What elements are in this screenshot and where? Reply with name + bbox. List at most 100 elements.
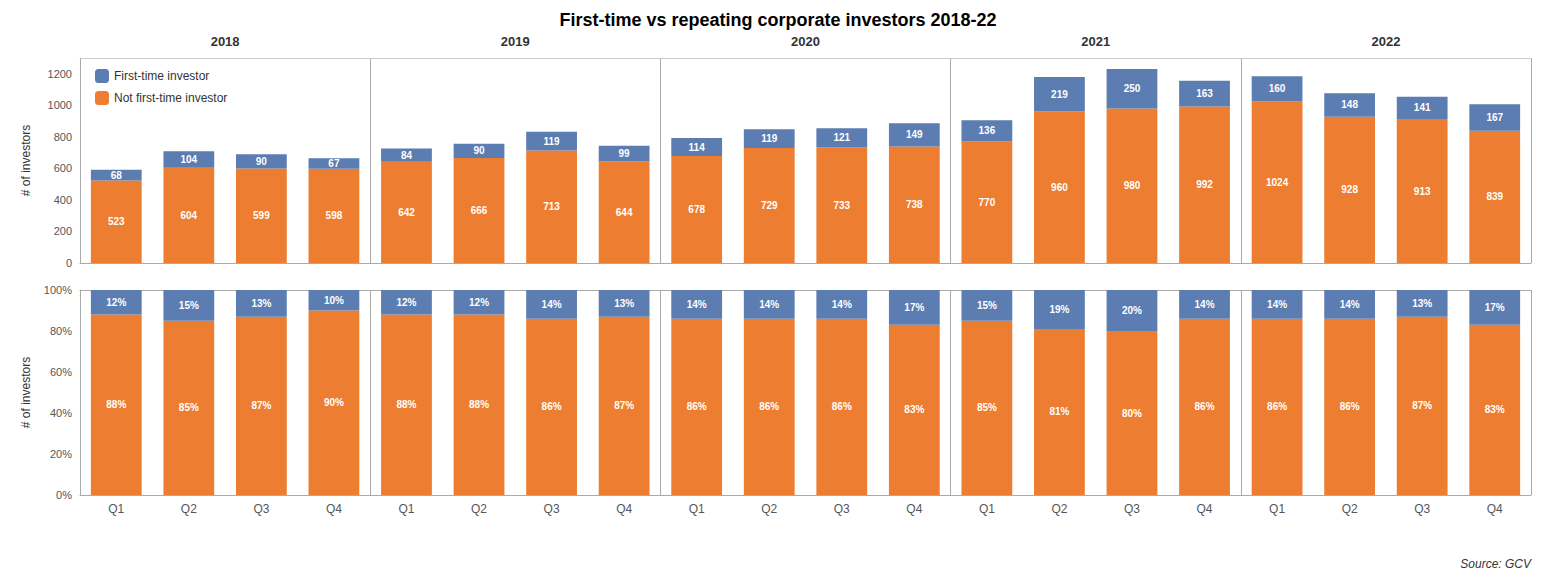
svg-text:114: 114 — [689, 142, 706, 153]
svg-text:14%: 14% — [1195, 299, 1215, 310]
svg-text:400: 400 — [54, 194, 72, 206]
svg-text:87%: 87% — [1412, 400, 1432, 411]
svg-text:Q2: Q2 — [1051, 502, 1067, 516]
svg-text:90: 90 — [473, 145, 485, 156]
svg-text:85%: 85% — [977, 402, 997, 413]
svg-text:12%: 12% — [396, 297, 416, 308]
svg-text:90%: 90% — [324, 397, 344, 408]
svg-text:160: 160 — [1269, 83, 1286, 94]
svg-text:First-time vs repeating corpor: First-time vs repeating corporate invest… — [559, 10, 996, 30]
svg-text:104: 104 — [180, 154, 197, 165]
svg-text:17%: 17% — [904, 302, 924, 313]
svg-text:Q2: Q2 — [181, 502, 197, 516]
svg-text:913: 913 — [1414, 186, 1431, 197]
svg-text:# of investors: # of investors — [19, 125, 33, 196]
svg-text:770: 770 — [979, 197, 996, 208]
svg-text:Q4: Q4 — [616, 502, 632, 516]
svg-text:644: 644 — [616, 207, 633, 218]
svg-text:88%: 88% — [106, 399, 126, 410]
svg-text:738: 738 — [906, 199, 923, 210]
svg-text:Q1: Q1 — [1269, 502, 1285, 516]
svg-text:600: 600 — [54, 162, 72, 174]
svg-text:90: 90 — [256, 156, 268, 167]
svg-text:Q1: Q1 — [689, 502, 705, 516]
svg-text:14%: 14% — [1267, 299, 1287, 310]
svg-text:87%: 87% — [251, 400, 271, 411]
svg-text:86%: 86% — [1195, 401, 1215, 412]
svg-text:167: 167 — [1486, 112, 1503, 123]
svg-text:523: 523 — [108, 216, 125, 227]
svg-text:20%: 20% — [1122, 305, 1142, 316]
svg-text:86%: 86% — [687, 401, 707, 412]
svg-text:Q3: Q3 — [1414, 502, 1430, 516]
svg-text:88%: 88% — [469, 399, 489, 410]
svg-text:Not first-time investor: Not first-time investor — [114, 91, 227, 105]
svg-text:928: 928 — [1341, 184, 1358, 195]
svg-text:Q1: Q1 — [979, 502, 995, 516]
svg-text:Q4: Q4 — [906, 502, 922, 516]
svg-text:Q3: Q3 — [1124, 502, 1140, 516]
svg-text:20%: 20% — [50, 448, 72, 460]
svg-text:85%: 85% — [179, 402, 199, 413]
svg-text:713: 713 — [543, 201, 560, 212]
svg-text:980: 980 — [1124, 180, 1141, 191]
svg-text:200: 200 — [54, 225, 72, 237]
svg-text:136: 136 — [979, 125, 996, 136]
svg-text:2019: 2019 — [501, 34, 530, 49]
svg-text:604: 604 — [180, 210, 197, 221]
svg-text:88%: 88% — [396, 399, 416, 410]
svg-text:14%: 14% — [1340, 299, 1360, 310]
svg-text:141: 141 — [1414, 102, 1431, 113]
svg-text:67: 67 — [328, 158, 340, 169]
svg-text:84: 84 — [401, 150, 413, 161]
svg-text:60%: 60% — [50, 366, 72, 378]
svg-text:Q1: Q1 — [398, 502, 414, 516]
svg-text:17%: 17% — [1485, 302, 1505, 313]
svg-text:219: 219 — [1051, 89, 1068, 100]
svg-text:839: 839 — [1486, 191, 1503, 202]
svg-text:14%: 14% — [759, 299, 779, 310]
svg-text:# of investors: # of investors — [19, 357, 33, 428]
svg-text:Q1: Q1 — [108, 502, 124, 516]
svg-text:2020: 2020 — [791, 34, 820, 49]
svg-text:598: 598 — [326, 210, 343, 221]
svg-text:15%: 15% — [179, 300, 199, 311]
svg-text:Q3: Q3 — [544, 502, 560, 516]
svg-text:250: 250 — [1124, 83, 1141, 94]
svg-text:14%: 14% — [687, 299, 707, 310]
svg-text:12%: 12% — [106, 297, 126, 308]
svg-text:86%: 86% — [542, 401, 562, 412]
svg-text:121: 121 — [833, 132, 850, 143]
svg-text:Q2: Q2 — [761, 502, 777, 516]
svg-text:599: 599 — [253, 210, 270, 221]
svg-text:733: 733 — [833, 200, 850, 211]
svg-text:678: 678 — [688, 204, 705, 215]
svg-text:2021: 2021 — [1081, 34, 1110, 49]
svg-text:1024: 1024 — [1266, 177, 1289, 188]
svg-text:1000: 1000 — [48, 99, 72, 111]
svg-text:15%: 15% — [977, 300, 997, 311]
svg-text:80%: 80% — [50, 325, 72, 337]
svg-text:13%: 13% — [614, 298, 634, 309]
svg-text:729: 729 — [761, 200, 778, 211]
svg-text:992: 992 — [1196, 179, 1213, 190]
svg-text:83%: 83% — [904, 404, 924, 415]
svg-text:86%: 86% — [832, 401, 852, 412]
svg-text:19%: 19% — [1049, 304, 1069, 315]
svg-text:163: 163 — [1196, 88, 1213, 99]
svg-text:148: 148 — [1341, 99, 1358, 110]
svg-text:13%: 13% — [251, 298, 271, 309]
svg-text:Q4: Q4 — [326, 502, 342, 516]
svg-text:0%: 0% — [56, 489, 72, 501]
svg-text:Q3: Q3 — [834, 502, 850, 516]
svg-text:First-time investor: First-time investor — [114, 69, 209, 83]
svg-text:Q2: Q2 — [471, 502, 487, 516]
svg-text:100%: 100% — [44, 284, 72, 296]
svg-text:Q2: Q2 — [1342, 502, 1358, 516]
svg-text:800: 800 — [54, 131, 72, 143]
svg-text:86%: 86% — [1340, 401, 1360, 412]
svg-text:14%: 14% — [542, 299, 562, 310]
svg-text:2018: 2018 — [211, 34, 240, 49]
svg-text:40%: 40% — [50, 407, 72, 419]
svg-text:Q4: Q4 — [1487, 502, 1503, 516]
